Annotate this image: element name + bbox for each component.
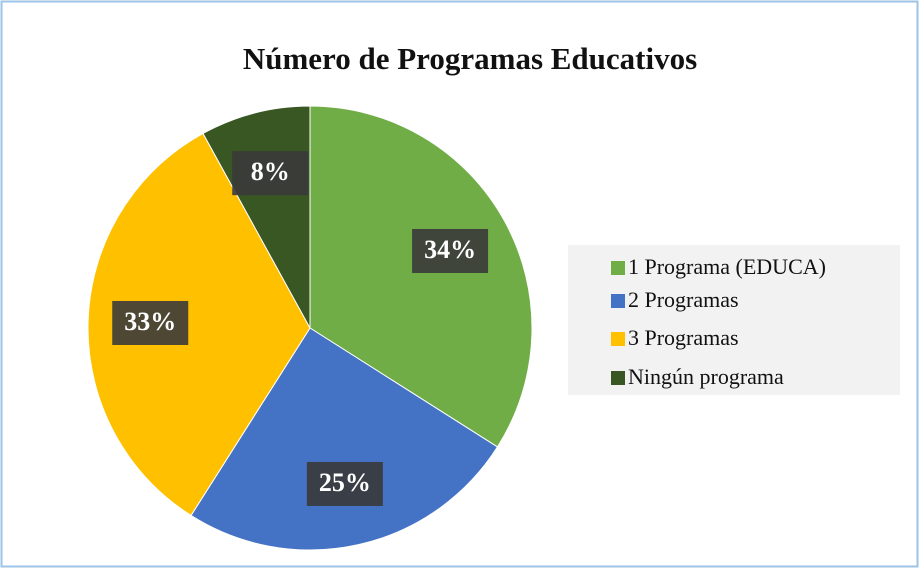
data-label-bg [306, 461, 383, 506]
data-label: 8% [251, 157, 290, 186]
data-label: 33% [124, 307, 176, 336]
legend-label: Ningún programa [628, 364, 784, 389]
legend-label: 1 Programa (EDUCA) [628, 254, 826, 279]
pie-slice [87, 132, 311, 517]
pie-slice [190, 327, 499, 551]
legend-swatch [611, 332, 625, 346]
data-label: 34% [424, 235, 476, 264]
legend-swatch [611, 294, 625, 308]
chart-title: Número de Programas Educativos [243, 41, 697, 76]
data-label: 25% [319, 468, 371, 497]
legend-swatch [611, 261, 625, 275]
legend-label: 2 Programas [628, 287, 739, 312]
data-label-bg [232, 151, 309, 196]
data-label-bg [112, 300, 189, 345]
legend-label: 3 Programas [628, 325, 739, 350]
data-label-bg [412, 228, 489, 273]
pie-slice [309, 105, 533, 448]
legend-swatch [611, 371, 625, 385]
